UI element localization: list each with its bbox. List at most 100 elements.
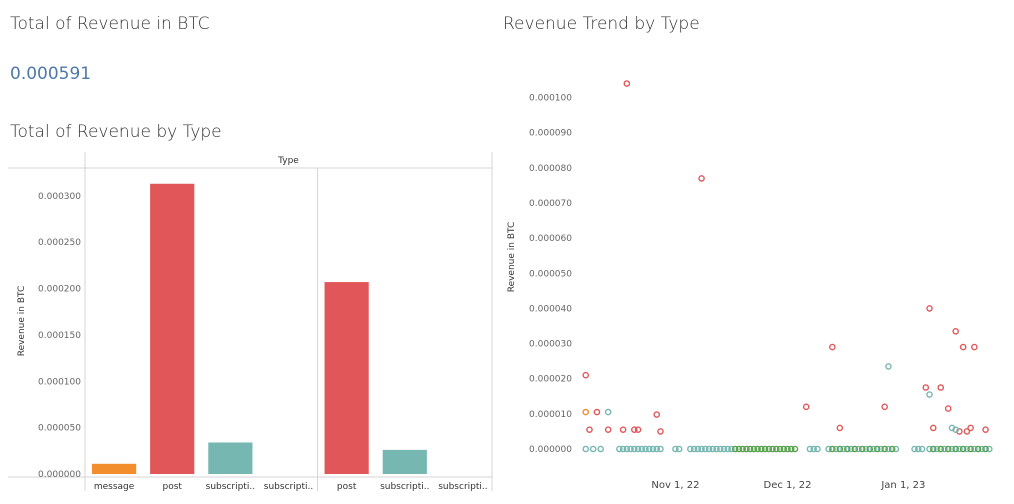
scatter-point (926, 445, 933, 453)
scatter-point (892, 445, 900, 453)
scatter-point (758, 445, 765, 453)
scatter-point (604, 408, 612, 416)
scatter-point (653, 445, 661, 453)
scatter-point (888, 445, 896, 453)
scatter-point (739, 445, 746, 453)
scatter-point (698, 445, 705, 453)
x-tick-label: post (337, 482, 357, 492)
scatter-point (832, 445, 840, 453)
scatter-point (944, 405, 952, 412)
scatter-point (619, 426, 627, 433)
scatter-point (926, 305, 933, 312)
scatter-point (705, 445, 713, 453)
scatter-point (728, 445, 735, 453)
y-axis-title: Revenue in BTC (17, 286, 27, 357)
scatter-point (944, 445, 952, 453)
scatter-point (941, 445, 948, 453)
scatter-point (675, 445, 683, 453)
scatter-point (761, 445, 769, 453)
x-tick-label: Nov 1, 22 (651, 480, 699, 491)
y-tick-label: 0.000150 (38, 331, 81, 341)
scatter-point (971, 445, 978, 453)
scatter-point (836, 445, 844, 453)
scatter-point (784, 445, 791, 453)
header-label: Type (277, 156, 299, 166)
scatter-point (982, 445, 989, 453)
y-tick-label: 0.000090 (529, 129, 572, 139)
scatter-point (634, 426, 642, 433)
scatter-point (881, 445, 888, 453)
scatter-point (967, 424, 974, 432)
y-tick-label: 0.000020 (529, 375, 572, 385)
y-tick-label: 0.000050 (529, 269, 572, 279)
scatter-point (642, 445, 649, 453)
scatter-point (582, 445, 590, 453)
scatter-point (967, 445, 974, 453)
scatter-point (929, 424, 937, 432)
scatter-point (672, 445, 679, 453)
scatter-point (959, 445, 967, 453)
y-tick-label: 0.000100 (38, 377, 81, 387)
y-tick-label: 0.000000 (529, 445, 572, 455)
scatter-point (836, 424, 844, 432)
bar (382, 449, 427, 474)
scatter-point (657, 445, 664, 453)
scatter-point (851, 445, 859, 453)
scatter-point (604, 426, 612, 433)
scatter-point (631, 445, 638, 453)
bar (208, 442, 253, 474)
scatter-point (735, 445, 743, 453)
scatter-point (873, 445, 881, 453)
y-tick-label: 0.000250 (38, 238, 81, 248)
scatter-point (634, 445, 642, 453)
scatter-point (589, 445, 597, 453)
scatter-point (743, 445, 750, 453)
scatter-point (911, 445, 918, 453)
y-tick-label: 0.000000 (38, 470, 81, 480)
y-tick-label: 0.000200 (38, 285, 81, 295)
scatter-point (724, 445, 732, 453)
scatter-point (844, 445, 851, 453)
scatter-point (840, 445, 847, 453)
scatter-point (713, 445, 720, 453)
x-tick-label: post (162, 482, 182, 492)
scatter-point (694, 445, 702, 453)
scatter-point (971, 343, 978, 351)
scatter-point (926, 391, 933, 398)
scatter-chart-title: Revenue Trend by Type (503, 14, 700, 34)
scatter-point (623, 80, 631, 87)
scatter-point (948, 445, 956, 453)
x-tick-label: subscripti.. (438, 482, 487, 492)
scatter-point (687, 445, 694, 453)
kpi-title: Total of Revenue in BTC (10, 14, 210, 34)
scatter-point (933, 445, 941, 453)
scatter-point (702, 445, 709, 453)
scatter-point (698, 175, 705, 182)
bar (324, 282, 369, 474)
scatter-point (750, 445, 758, 453)
scatter-point (776, 445, 784, 453)
scatter-point (810, 445, 817, 453)
scatter-point (829, 343, 836, 351)
y-tick-label: 0.000060 (529, 234, 572, 244)
y-axis-title: Revenue in BTC (507, 222, 517, 293)
scatter-point (623, 445, 631, 453)
scatter-point (877, 445, 885, 453)
scatter-point (645, 445, 653, 453)
y-tick-label: 0.000100 (529, 94, 572, 104)
scatter-point (814, 445, 821, 453)
scatter-point (918, 445, 926, 453)
scatter-point (963, 445, 971, 453)
scatter-point (780, 445, 788, 453)
scatter-point (855, 445, 862, 453)
scatter-point (653, 411, 661, 418)
x-tick-label: subscripti.. (264, 482, 313, 492)
scatter-point (885, 445, 892, 453)
bar-chart-title: Total of Revenue by Type (10, 122, 222, 142)
scatter-point (915, 445, 922, 453)
scatter-point (582, 408, 590, 416)
scatter-point (847, 445, 855, 453)
scatter-point (825, 445, 832, 453)
scatter-point (862, 445, 870, 453)
y-tick-label: 0.000040 (529, 304, 572, 314)
